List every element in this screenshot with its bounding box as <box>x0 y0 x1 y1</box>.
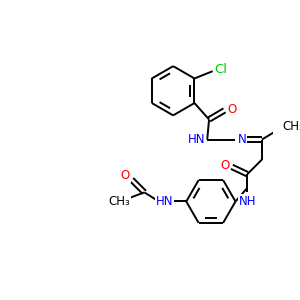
Text: O: O <box>220 158 229 172</box>
Text: Cl: Cl <box>214 63 227 76</box>
Text: O: O <box>227 103 236 116</box>
Text: N: N <box>238 133 246 146</box>
Text: O: O <box>121 169 130 182</box>
Text: HN: HN <box>156 195 173 208</box>
Text: HN: HN <box>188 133 205 146</box>
Text: CH₃: CH₃ <box>282 120 300 133</box>
Text: CH₃: CH₃ <box>108 195 130 208</box>
Text: NH: NH <box>238 195 256 208</box>
